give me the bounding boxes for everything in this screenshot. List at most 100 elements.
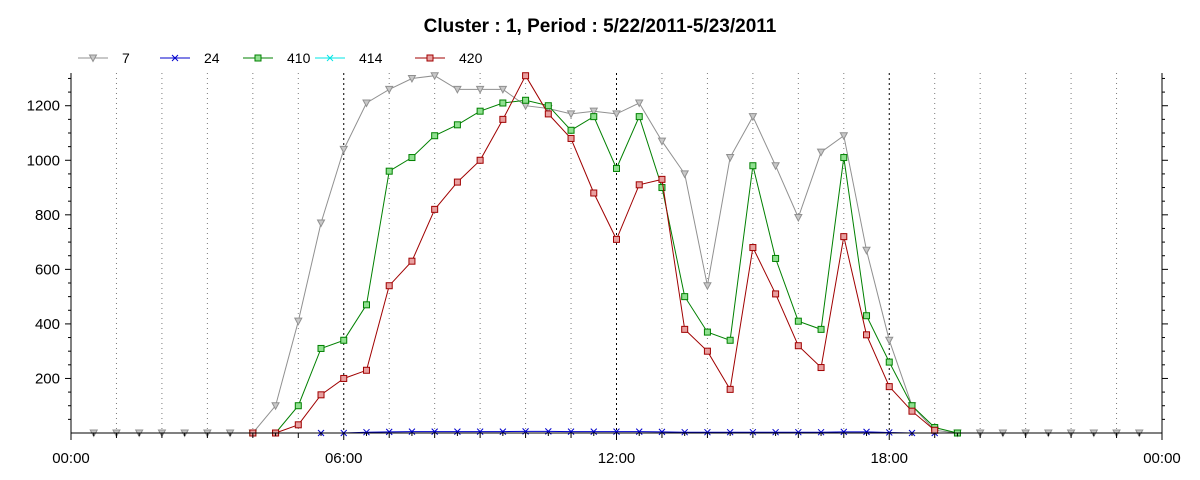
data-point-24 xyxy=(476,428,484,435)
data-point-7 xyxy=(589,107,599,116)
data-point-7 xyxy=(748,113,758,122)
series-24 xyxy=(317,428,939,437)
y-tick-label: 600 xyxy=(35,261,60,278)
data-point-420 xyxy=(635,181,643,189)
data-point-420 xyxy=(362,366,370,374)
series-line-410 xyxy=(252,99,958,434)
y-tick-label: 1000 xyxy=(27,152,60,169)
data-point-7 xyxy=(612,110,621,119)
data-point-420 xyxy=(863,331,871,339)
data-point-24 xyxy=(499,428,507,435)
data-point-7 xyxy=(862,246,871,255)
data-point-410 xyxy=(431,132,439,140)
data-point-24 xyxy=(840,428,848,436)
data-point-420 xyxy=(658,175,666,183)
series-line-420 xyxy=(252,74,936,434)
data-point-24 xyxy=(885,429,893,436)
legend-item-24: 24 xyxy=(160,50,220,66)
data-point-24 xyxy=(658,428,666,436)
data-point-24 xyxy=(385,428,393,436)
data-point-420 xyxy=(453,178,461,186)
data-point-24 xyxy=(408,428,416,435)
data-point-7 xyxy=(634,99,644,108)
data-point-410 xyxy=(658,184,666,192)
data-point-24 xyxy=(590,428,598,435)
data-point-410 xyxy=(590,113,598,121)
x-tick-label: 00:00 xyxy=(52,450,90,467)
legend-marker xyxy=(171,54,179,62)
data-point-24 xyxy=(772,428,779,436)
legend-marker xyxy=(254,54,262,62)
series-410 xyxy=(249,96,961,437)
data-point-410 xyxy=(340,336,348,344)
data-point-24 xyxy=(863,428,870,436)
legend-label: 7 xyxy=(122,50,130,66)
data-point-420 xyxy=(499,115,507,123)
y-tick-label: 400 xyxy=(35,316,60,333)
data-point-24 xyxy=(704,428,711,436)
data-point-420 xyxy=(431,205,439,213)
data-point-410 xyxy=(817,325,825,333)
data-point-420 xyxy=(567,134,575,142)
data-point-420 xyxy=(840,233,848,241)
data-point-410 xyxy=(681,293,689,301)
data-point-24 xyxy=(613,428,620,435)
data-point-410 xyxy=(362,301,370,309)
data-point-420 xyxy=(340,374,348,382)
data-point-420 xyxy=(294,421,302,429)
data-point-410 xyxy=(385,167,393,175)
data-point-24 xyxy=(794,428,802,436)
data-point-7 xyxy=(884,336,894,345)
data-point-7 xyxy=(725,154,735,163)
legend-marker xyxy=(426,54,434,62)
data-point-410 xyxy=(567,126,575,134)
legend-label: 410 xyxy=(287,50,311,66)
data-point-7 xyxy=(339,145,349,154)
data-point-420 xyxy=(703,347,711,355)
data-point-410 xyxy=(544,102,552,110)
data-point-410 xyxy=(794,317,802,325)
legend-item-7: 7 xyxy=(78,50,130,66)
series-line-24 xyxy=(321,430,935,434)
legend-marker xyxy=(88,54,98,63)
y-tick-label: 200 xyxy=(35,370,60,387)
data-point-7 xyxy=(362,99,371,108)
data-point-7 xyxy=(475,85,485,94)
legend-item-414: 414 xyxy=(315,50,383,66)
data-point-410 xyxy=(749,162,757,170)
data-point-24 xyxy=(635,428,643,435)
data-point-420 xyxy=(613,235,620,243)
data-point-420 xyxy=(817,364,825,372)
data-point-24 xyxy=(726,428,734,436)
data-point-410 xyxy=(726,336,734,344)
data-point-7 xyxy=(771,162,780,171)
y-axis-ticks: 200 400 600 800 1000 1200 xyxy=(27,77,1168,420)
legend: 7 24 410 414 420 xyxy=(78,50,483,66)
data-point-420 xyxy=(749,244,757,252)
data-point-410 xyxy=(703,328,711,336)
data-point-420 xyxy=(590,189,598,197)
data-point-410 xyxy=(635,113,643,121)
data-point-410 xyxy=(294,402,302,410)
legend-item-410: 410 xyxy=(243,50,311,66)
data-point-420 xyxy=(317,391,325,399)
data-point-7 xyxy=(407,74,417,84)
legend-label: 420 xyxy=(459,50,483,66)
data-point-7 xyxy=(430,72,440,81)
data-point-420 xyxy=(794,342,802,350)
data-point-420 xyxy=(931,426,939,434)
data-point-410 xyxy=(772,254,780,262)
data-point-420 xyxy=(726,385,734,393)
data-point-410 xyxy=(499,99,507,107)
data-point-7 xyxy=(657,137,667,146)
legend-label: 24 xyxy=(204,50,220,66)
data-point-410 xyxy=(840,154,848,162)
data-point-420 xyxy=(772,290,780,298)
legend-label: 414 xyxy=(359,50,383,66)
data-point-420 xyxy=(908,407,916,415)
data-point-24 xyxy=(363,428,370,436)
data-point-7 xyxy=(703,282,712,291)
data-point-7 xyxy=(680,170,690,179)
x-tick-label: 18:00 xyxy=(870,450,908,467)
